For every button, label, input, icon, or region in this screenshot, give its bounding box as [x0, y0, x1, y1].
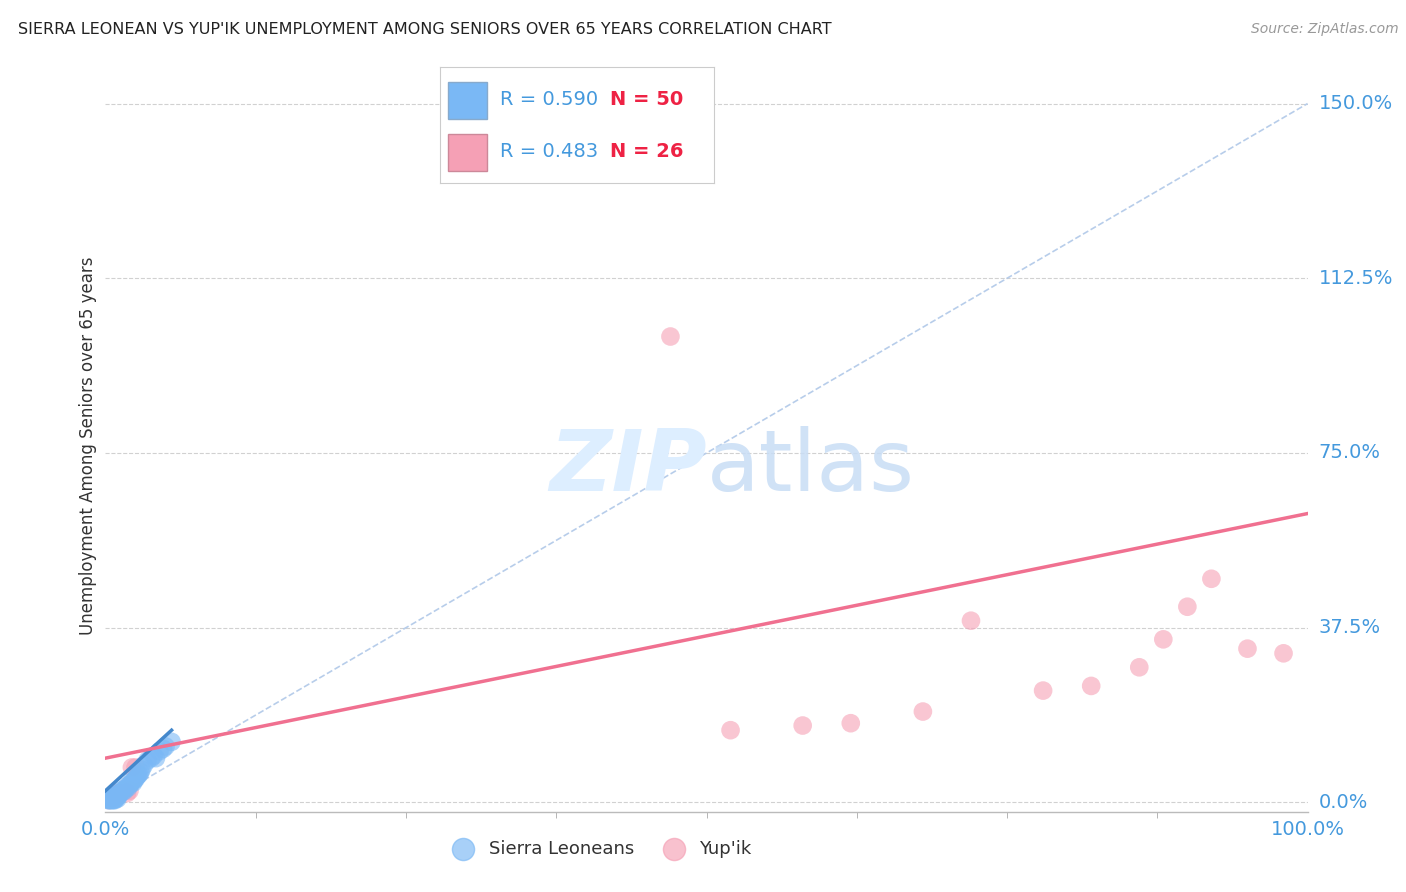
Point [117, 780, 139, 795]
Point [125, 770, 148, 784]
Text: atlas: atlas [707, 426, 914, 509]
Point [110, 783, 132, 797]
Point [1272, 646, 1295, 660]
Point [720, 723, 742, 738]
Point [100, 793, 122, 807]
Text: N = 50: N = 50 [610, 90, 683, 109]
Point [115, 786, 138, 800]
Point [124, 760, 146, 774]
Point [108, 786, 131, 800]
Text: R = 0.590: R = 0.590 [501, 90, 599, 109]
Point [114, 783, 136, 797]
Point [155, 739, 177, 754]
Point [160, 735, 183, 749]
Point [104, 791, 127, 805]
Point [1175, 599, 1198, 614]
Point [111, 785, 134, 799]
Point [108, 786, 131, 800]
Text: N = 26: N = 26 [610, 142, 683, 161]
Text: 37.5%: 37.5% [1319, 618, 1381, 637]
Text: R = 0.483: R = 0.483 [501, 142, 599, 161]
Text: ZIP: ZIP [548, 426, 707, 509]
Y-axis label: Unemployment Among Seniors over 65 years: Unemployment Among Seniors over 65 years [79, 257, 97, 635]
Point [1201, 572, 1223, 586]
Point [107, 787, 129, 801]
Text: 150.0%: 150.0% [1319, 94, 1393, 113]
Text: 75.0%: 75.0% [1319, 443, 1381, 462]
Point [104, 786, 127, 800]
Point [792, 718, 814, 732]
Point [120, 777, 142, 791]
Point [97, 793, 120, 807]
Point [132, 758, 155, 772]
Point [105, 789, 128, 803]
Point [1032, 683, 1054, 698]
Point [112, 783, 135, 797]
Point [1236, 641, 1258, 656]
Point [100, 790, 122, 805]
Point [152, 741, 174, 756]
Point [148, 744, 170, 758]
Point [104, 789, 127, 804]
Point [839, 716, 862, 731]
Point [104, 793, 127, 807]
Point [98, 791, 121, 805]
Point [100, 791, 122, 805]
Point [145, 751, 167, 765]
Point [129, 765, 152, 780]
Point [115, 781, 138, 796]
Point [98, 791, 121, 805]
Text: Source: ZipAtlas.com: Source: ZipAtlas.com [1251, 22, 1399, 37]
Point [118, 778, 141, 792]
Point [122, 776, 145, 790]
Legend: Sierra Leoneans, Yup'ik: Sierra Leoneans, Yup'ik [439, 832, 758, 865]
Bar [449, 82, 486, 119]
Point [98, 793, 121, 807]
Point [107, 791, 129, 805]
Point [103, 791, 125, 805]
Point [103, 793, 125, 807]
Point [121, 774, 143, 789]
Point [659, 329, 682, 343]
Point [142, 748, 165, 763]
Point [911, 705, 934, 719]
Bar [449, 134, 486, 171]
Point [107, 789, 129, 803]
Text: 112.5%: 112.5% [1319, 268, 1393, 288]
Point [121, 760, 143, 774]
Text: 0.0%: 0.0% [1319, 793, 1368, 812]
Point [127, 768, 149, 782]
Point [98, 793, 121, 807]
Point [101, 789, 124, 803]
Point [136, 754, 159, 768]
Point [100, 790, 122, 805]
Point [124, 772, 146, 787]
Point [115, 779, 138, 793]
Point [107, 789, 129, 804]
Point [960, 614, 983, 628]
Point [98, 793, 121, 807]
Point [1152, 632, 1174, 647]
Point [103, 790, 125, 805]
Point [131, 763, 153, 777]
Point [101, 793, 124, 807]
Point [118, 783, 141, 797]
Point [112, 782, 135, 797]
Point [101, 791, 124, 805]
Point [103, 789, 125, 803]
Point [139, 751, 162, 765]
Point [105, 790, 128, 805]
Text: SIERRA LEONEAN VS YUP'IK UNEMPLOYMENT AMONG SENIORS OVER 65 YEARS CORRELATION CH: SIERRA LEONEAN VS YUP'IK UNEMPLOYMENT AM… [18, 22, 832, 37]
Point [1128, 660, 1150, 674]
Point [124, 772, 146, 786]
Point [107, 789, 129, 803]
Point [1080, 679, 1102, 693]
Point [128, 767, 150, 781]
